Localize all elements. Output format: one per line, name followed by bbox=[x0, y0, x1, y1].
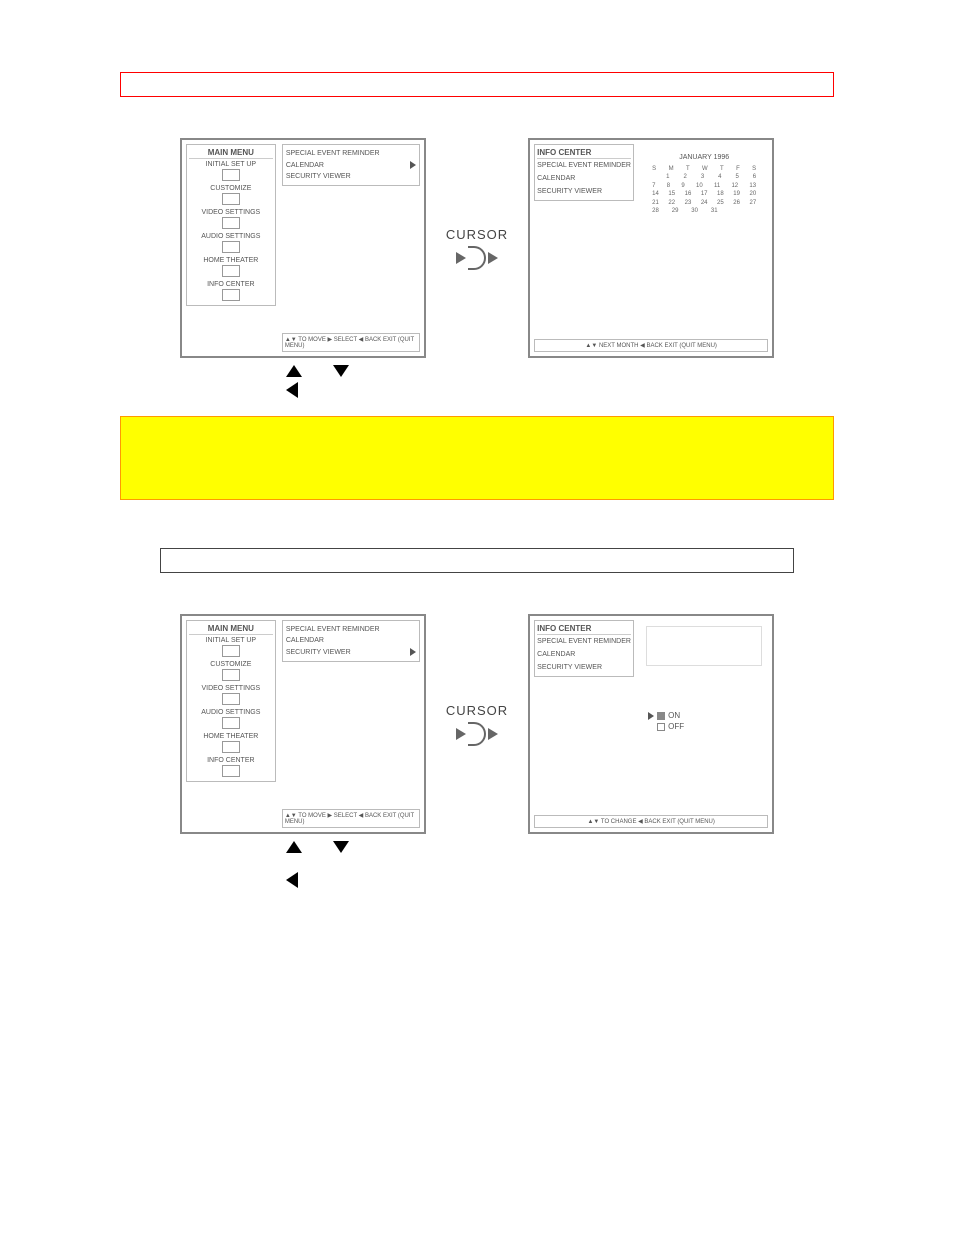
footer-main-2: ▲▼ TO MOVE ▶ SELECT ◀ BACK EXIT (QUIT ME… bbox=[282, 809, 420, 828]
triangle-up-icon bbox=[286, 365, 302, 377]
mm-item-2: VIDEO SETTINGS bbox=[201, 209, 260, 216]
main-menu-right-col: SPECIAL EVENT REMINDER CALENDAR SECURITY… bbox=[282, 144, 420, 186]
mm2-item-5: INFO CENTER bbox=[207, 757, 254, 764]
main-menu-title-2: MAIN MENU bbox=[189, 623, 273, 635]
sub-0a: SPECIAL EVENT REMINDER bbox=[286, 150, 380, 157]
info-left-2: INFO CENTER SPECIAL EVENT REMINDER CALEN… bbox=[534, 620, 634, 677]
cursor-indicator-1: CURSOR bbox=[446, 227, 508, 270]
mm2-item-1: CUSTOMIZE bbox=[210, 661, 251, 668]
arrow-right-icon bbox=[456, 252, 466, 264]
instr-security: Press CURSOR or button to select On or O… bbox=[190, 840, 794, 888]
red-callout-box: Displays a full year calendar and highli… bbox=[120, 72, 834, 97]
cursor-d-icon bbox=[468, 246, 486, 270]
mm-item-0: INITIAL SET UP bbox=[206, 161, 257, 168]
mm2-item-0: INITIAL SET UP bbox=[206, 637, 257, 644]
main-menu-title: MAIN MENU bbox=[189, 147, 273, 159]
calendar-grid: SMTWTFS 123456 78910111213 1415161718192… bbox=[642, 161, 766, 219]
mm2-item-3: AUDIO SETTINGS bbox=[201, 709, 260, 716]
triangle-up-icon bbox=[286, 841, 302, 853]
sub-2b: SECURITY VIEWER bbox=[286, 649, 351, 656]
main-menu-right-col-2: SPECIAL EVENT REMINDER CALENDAR SECURITY… bbox=[282, 620, 420, 662]
mm-item-3: AUDIO SETTINGS bbox=[201, 233, 260, 240]
footer-main-1: ▲▼ TO MOVE ▶ SELECT ◀ BACK EXIT (QUIT ME… bbox=[282, 333, 420, 352]
chevron-right-icon bbox=[410, 161, 416, 169]
selector-icon bbox=[648, 712, 654, 720]
cursor-indicator-2: CURSOR bbox=[446, 703, 508, 746]
cursor-d-icon bbox=[468, 722, 486, 746]
on-label: ON bbox=[668, 711, 680, 720]
grey-callout-bar: Displays picture from a security camera … bbox=[160, 548, 794, 573]
triangle-left-icon bbox=[286, 872, 298, 888]
info-sub-1a: CALENDAR bbox=[537, 172, 631, 185]
info-sub-1b: CALENDAR bbox=[537, 648, 631, 661]
page-number: 40 bbox=[60, 918, 894, 933]
sub-0b: SPECIAL EVENT REMINDER bbox=[286, 626, 380, 633]
mm-item-1: CUSTOMIZE bbox=[210, 185, 251, 192]
triangle-left-icon bbox=[286, 382, 298, 398]
info-sub-2b: SECURITY VIEWER bbox=[537, 661, 631, 674]
intro-text-calendar: At INFO CENTER menu, select CALENDAR. bbox=[120, 109, 834, 124]
info-title-1: INFO CENTER bbox=[537, 147, 631, 159]
mm2-item-2: VIDEO SETTINGS bbox=[201, 685, 260, 692]
instr-calendar: Press CURSOR or button to change the mon… bbox=[190, 364, 794, 398]
sub-1b: CALENDAR bbox=[286, 637, 324, 644]
chevron-right-icon bbox=[410, 648, 416, 656]
mm-item-5: INFO CENTER bbox=[207, 281, 254, 288]
info-sub-0a: SPECIAL EVENT REMINDER bbox=[537, 159, 631, 172]
note-label: NOTE: bbox=[135, 425, 819, 440]
screen-main-menu-1: MAIN MENU INITIAL SET UP CUSTOMIZE VIDEO… bbox=[180, 138, 426, 358]
off-label: OFF bbox=[668, 722, 684, 731]
section-heading-security: SECURITY VIEWER bbox=[100, 524, 894, 540]
footer-cal: ▲▼ NEXT MONTH ◀ BACK EXIT (QUIT MENU) bbox=[534, 339, 768, 352]
screen-main-menu-2: MAIN MENU INITIAL SET UP CUSTOMIZE VIDEO… bbox=[180, 614, 426, 834]
triangle-down-icon bbox=[333, 841, 349, 853]
info-left-1: INFO CENTER SPECIAL EVENT REMINDER CALEN… bbox=[534, 144, 634, 201]
section-heading-calendar: CALENDAR bbox=[100, 50, 894, 66]
figure-row-security: MAIN MENU INITIAL SET UP CUSTOMIZE VIDEO… bbox=[60, 614, 894, 834]
cursor-label-2: CURSOR bbox=[446, 703, 508, 718]
info-sub-0b: SPECIAL EVENT REMINDER bbox=[537, 635, 631, 648]
arrow-right-icon bbox=[456, 728, 466, 740]
sub-1a: CALENDAR bbox=[286, 162, 324, 169]
sub-2a: SECURITY VIEWER bbox=[286, 173, 351, 180]
triangle-down-icon bbox=[333, 365, 349, 377]
arrow-right-icon bbox=[488, 728, 498, 740]
arrow-right-icon bbox=[488, 252, 498, 264]
calendar-panel: JANUARY 1996 SMTWTFS 123456 78910111213 … bbox=[640, 144, 768, 326]
main-menu-left-col-2: MAIN MENU INITIAL SET UP CUSTOMIZE VIDEO… bbox=[186, 620, 276, 782]
mm-item-4: HOME THEATER bbox=[203, 257, 258, 264]
info-title-2: INFO CENTER bbox=[537, 623, 631, 635]
screen-info-calendar: INFO CENTER SPECIAL EVENT REMINDER CALEN… bbox=[528, 138, 774, 358]
footer-sec: ▲▼ TO CHANGE ◀ BACK EXIT (QUIT MENU) bbox=[534, 815, 768, 828]
yellow-note-box: NOTE: Current date must have been set in… bbox=[120, 416, 834, 500]
cursor-label-1: CURSOR bbox=[446, 227, 508, 242]
figure-row-calendar: MAIN MENU INITIAL SET UP CUSTOMIZE VIDEO… bbox=[60, 138, 894, 358]
calendar-month: JANUARY 1996 bbox=[642, 146, 766, 161]
note-body: Current date must have been set in CLOCK… bbox=[135, 440, 819, 470]
intro-text-security: At INFO CENTER menu, select SECURITY VIE… bbox=[120, 585, 834, 600]
info-sub-2a: SECURITY VIEWER bbox=[537, 185, 631, 198]
screen-info-security: INFO CENTER SPECIAL EVENT REMINDER CALEN… bbox=[528, 614, 774, 834]
security-panel: ON OFF bbox=[640, 620, 768, 802]
mm2-item-4: HOME THEATER bbox=[203, 733, 258, 740]
main-menu-left-col: MAIN MENU INITIAL SET UP CUSTOMIZE VIDEO… bbox=[186, 144, 276, 306]
